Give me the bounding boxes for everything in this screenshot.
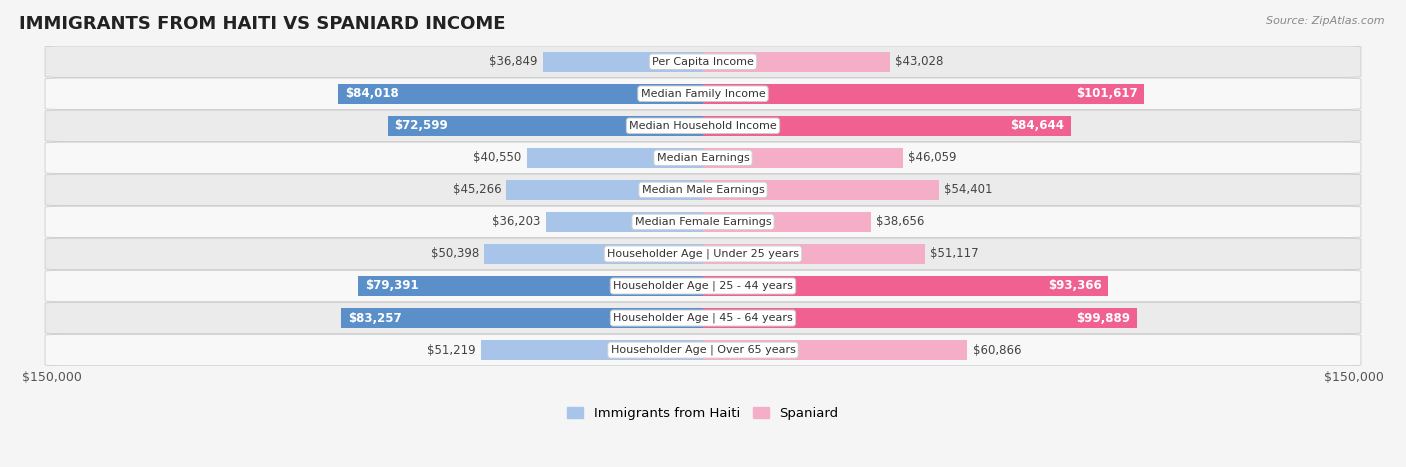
Bar bbox=[546, 212, 703, 232]
Text: Median Female Earnings: Median Female Earnings bbox=[634, 217, 772, 227]
Text: Source: ZipAtlas.com: Source: ZipAtlas.com bbox=[1267, 16, 1385, 26]
Bar bbox=[506, 180, 703, 200]
Bar bbox=[484, 244, 703, 264]
Bar bbox=[703, 148, 903, 168]
FancyBboxPatch shape bbox=[45, 238, 1361, 269]
Text: $93,366: $93,366 bbox=[1049, 279, 1102, 292]
Bar bbox=[703, 52, 890, 71]
FancyBboxPatch shape bbox=[45, 302, 1361, 334]
Bar bbox=[388, 116, 703, 136]
Bar bbox=[543, 52, 703, 71]
Text: Per Capita Income: Per Capita Income bbox=[652, 57, 754, 67]
Text: $60,866: $60,866 bbox=[973, 344, 1021, 357]
Text: $84,018: $84,018 bbox=[344, 87, 398, 100]
Bar bbox=[342, 308, 703, 328]
Text: Median Earnings: Median Earnings bbox=[657, 153, 749, 163]
FancyBboxPatch shape bbox=[45, 110, 1361, 142]
Text: Householder Age | Under 25 years: Householder Age | Under 25 years bbox=[607, 249, 799, 259]
Text: $51,117: $51,117 bbox=[931, 248, 979, 261]
FancyBboxPatch shape bbox=[45, 46, 1361, 78]
Text: $54,401: $54,401 bbox=[945, 184, 993, 196]
FancyBboxPatch shape bbox=[45, 206, 1361, 238]
FancyBboxPatch shape bbox=[45, 142, 1361, 174]
Text: $46,059: $46,059 bbox=[908, 151, 956, 164]
Text: $83,257: $83,257 bbox=[347, 311, 402, 325]
Text: IMMIGRANTS FROM HAITI VS SPANIARD INCOME: IMMIGRANTS FROM HAITI VS SPANIARD INCOME bbox=[20, 15, 506, 33]
Text: $36,203: $36,203 bbox=[492, 215, 540, 228]
Text: Householder Age | 25 - 44 years: Householder Age | 25 - 44 years bbox=[613, 281, 793, 291]
Text: Householder Age | Over 65 years: Householder Age | Over 65 years bbox=[610, 345, 796, 355]
Text: $38,656: $38,656 bbox=[876, 215, 925, 228]
Text: $84,644: $84,644 bbox=[1010, 119, 1064, 132]
Bar bbox=[703, 340, 967, 360]
Bar bbox=[337, 84, 703, 104]
Legend: Immigrants from Haiti, Spaniard: Immigrants from Haiti, Spaniard bbox=[562, 402, 844, 425]
Text: $50,398: $50,398 bbox=[430, 248, 479, 261]
Bar bbox=[703, 212, 870, 232]
Bar bbox=[359, 276, 703, 296]
Bar bbox=[481, 340, 703, 360]
Bar bbox=[703, 244, 925, 264]
FancyBboxPatch shape bbox=[45, 78, 1361, 109]
Text: $36,849: $36,849 bbox=[489, 55, 537, 68]
Text: Median Male Earnings: Median Male Earnings bbox=[641, 185, 765, 195]
Text: Householder Age | 45 - 64 years: Householder Age | 45 - 64 years bbox=[613, 313, 793, 323]
FancyBboxPatch shape bbox=[45, 334, 1361, 366]
Text: $45,266: $45,266 bbox=[453, 184, 501, 196]
Text: $51,219: $51,219 bbox=[427, 344, 475, 357]
Text: Median Family Income: Median Family Income bbox=[641, 89, 765, 99]
Text: $99,889: $99,889 bbox=[1077, 311, 1130, 325]
Text: $43,028: $43,028 bbox=[896, 55, 943, 68]
Bar bbox=[703, 116, 1070, 136]
Bar bbox=[703, 308, 1137, 328]
FancyBboxPatch shape bbox=[45, 174, 1361, 205]
Bar bbox=[527, 148, 703, 168]
Text: $79,391: $79,391 bbox=[364, 279, 419, 292]
Text: Median Household Income: Median Household Income bbox=[628, 121, 778, 131]
Bar bbox=[703, 180, 939, 200]
Text: $101,617: $101,617 bbox=[1076, 87, 1137, 100]
Text: $72,599: $72,599 bbox=[394, 119, 449, 132]
FancyBboxPatch shape bbox=[45, 270, 1361, 302]
Bar bbox=[703, 84, 1144, 104]
Bar bbox=[703, 276, 1108, 296]
Text: $40,550: $40,550 bbox=[474, 151, 522, 164]
